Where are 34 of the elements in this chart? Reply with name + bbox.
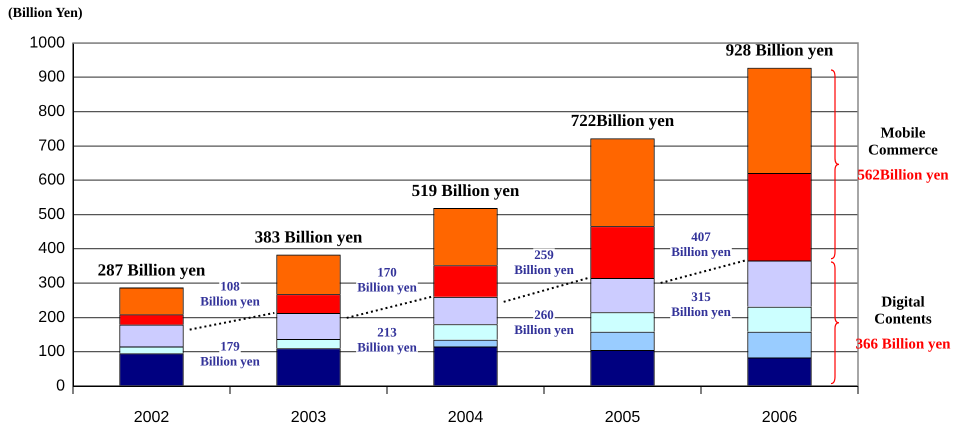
annotation: 108 Billion yen [200, 278, 261, 309]
y-tick-label: 600 [38, 172, 66, 189]
y-tick-label: 0 [56, 377, 66, 394]
text: Mobile Commerce [868, 125, 938, 158]
y-tick-label: 1000 [29, 34, 66, 52]
annotation: 407 Billion yen [671, 229, 732, 260]
total-label: 383 Billion yen [254, 228, 363, 247]
y-tick-label: 300 [38, 274, 66, 292]
y-tick-label: 900 [38, 68, 66, 86]
y-tick-label: 200 [38, 308, 66, 326]
total-label: 519 Billion yen [412, 180, 520, 200]
y-axis-title: (Billion Yen) [8, 6, 83, 22]
y-tick-label: 700 [38, 137, 66, 154]
y-tick-label: 400 [38, 240, 66, 258]
total-label: 722Billion yen [570, 111, 675, 130]
x-tick-label: 2005 [604, 409, 640, 426]
y-tick-label: 100 [38, 343, 66, 360]
y-tick-label: 800 [38, 103, 66, 120]
annotation: 213 Billion yen [357, 324, 418, 355]
total-label: 287 Billion yen [98, 260, 206, 280]
annotation: 366 Billion yen [855, 336, 952, 353]
annotation: 179 Billion yen [200, 338, 261, 369]
x-tick-label: 2004 [448, 409, 484, 426]
x-tick-label: 2002 [134, 409, 170, 426]
annotation: 170 Billion yen [357, 264, 418, 295]
y-tick-label: 500 [38, 206, 66, 223]
annotation: 562Billion yen [857, 167, 950, 184]
annotation: 260 Billion yen [514, 307, 575, 338]
total-label: 928 Billion yen [726, 40, 834, 60]
text: Digital Contents [874, 294, 932, 328]
annotation: 315 Billion yen [671, 289, 732, 320]
x-tick-label: 2006 [762, 409, 798, 426]
x-tick-label: 2003 [290, 409, 326, 426]
annotation: 259 Billion yen [514, 247, 575, 278]
